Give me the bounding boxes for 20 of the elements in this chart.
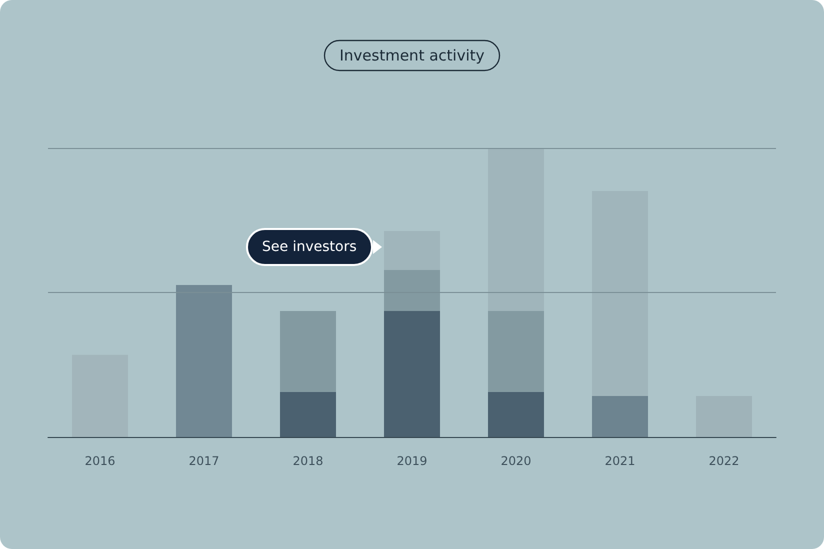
- bar: [488, 392, 544, 437]
- bar: [592, 191, 648, 396]
- x-tick-label: 2022: [708, 454, 740, 468]
- bar: [488, 310, 544, 392]
- bar: [384, 230, 440, 270]
- annotation: See investors: [246, 228, 373, 266]
- bar: [592, 396, 648, 437]
- bar: [280, 392, 336, 437]
- x-tick-label: 2018: [292, 454, 324, 468]
- bar: [280, 310, 336, 392]
- x-tick-label: 2021: [604, 454, 636, 468]
- x-tick-label: 2020: [500, 454, 532, 468]
- x-tick-label: 2016: [84, 454, 116, 468]
- bar: [384, 310, 440, 437]
- x-tick-label: 2017: [188, 454, 220, 468]
- bar: [488, 148, 544, 311]
- bar: [696, 396, 752, 437]
- chart-title: Investment activity: [339, 46, 485, 64]
- x-tick-label: 2019: [396, 454, 428, 468]
- bar: [72, 354, 128, 437]
